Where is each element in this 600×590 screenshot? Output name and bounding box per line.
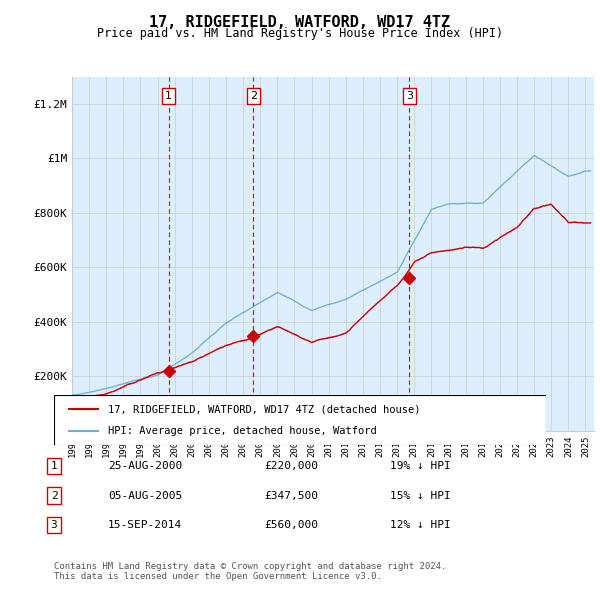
Text: 17, RIDGEFIELD, WATFORD, WD17 4TZ (detached house): 17, RIDGEFIELD, WATFORD, WD17 4TZ (detac… <box>108 404 421 414</box>
Text: 2: 2 <box>250 91 257 101</box>
Text: 1: 1 <box>50 461 58 471</box>
Text: £560,000: £560,000 <box>264 520 318 530</box>
FancyBboxPatch shape <box>54 395 546 445</box>
Text: 3: 3 <box>50 520 58 530</box>
Text: HPI: Average price, detached house, Watford: HPI: Average price, detached house, Watf… <box>108 427 377 437</box>
Text: 19% ↓ HPI: 19% ↓ HPI <box>390 461 451 471</box>
Text: 25-AUG-2000: 25-AUG-2000 <box>108 461 182 471</box>
Text: 2: 2 <box>50 491 58 500</box>
Text: 15-SEP-2014: 15-SEP-2014 <box>108 520 182 530</box>
Text: £220,000: £220,000 <box>264 461 318 471</box>
Text: £347,500: £347,500 <box>264 491 318 500</box>
Text: 3: 3 <box>406 91 413 101</box>
Text: Price paid vs. HM Land Registry's House Price Index (HPI): Price paid vs. HM Land Registry's House … <box>97 27 503 40</box>
Text: 17, RIDGEFIELD, WATFORD, WD17 4TZ: 17, RIDGEFIELD, WATFORD, WD17 4TZ <box>149 15 451 30</box>
Text: 15% ↓ HPI: 15% ↓ HPI <box>390 491 451 500</box>
Text: 12% ↓ HPI: 12% ↓ HPI <box>390 520 451 530</box>
Text: Contains HM Land Registry data © Crown copyright and database right 2024.
This d: Contains HM Land Registry data © Crown c… <box>54 562 446 581</box>
Text: 05-AUG-2005: 05-AUG-2005 <box>108 491 182 500</box>
Text: 1: 1 <box>165 91 172 101</box>
